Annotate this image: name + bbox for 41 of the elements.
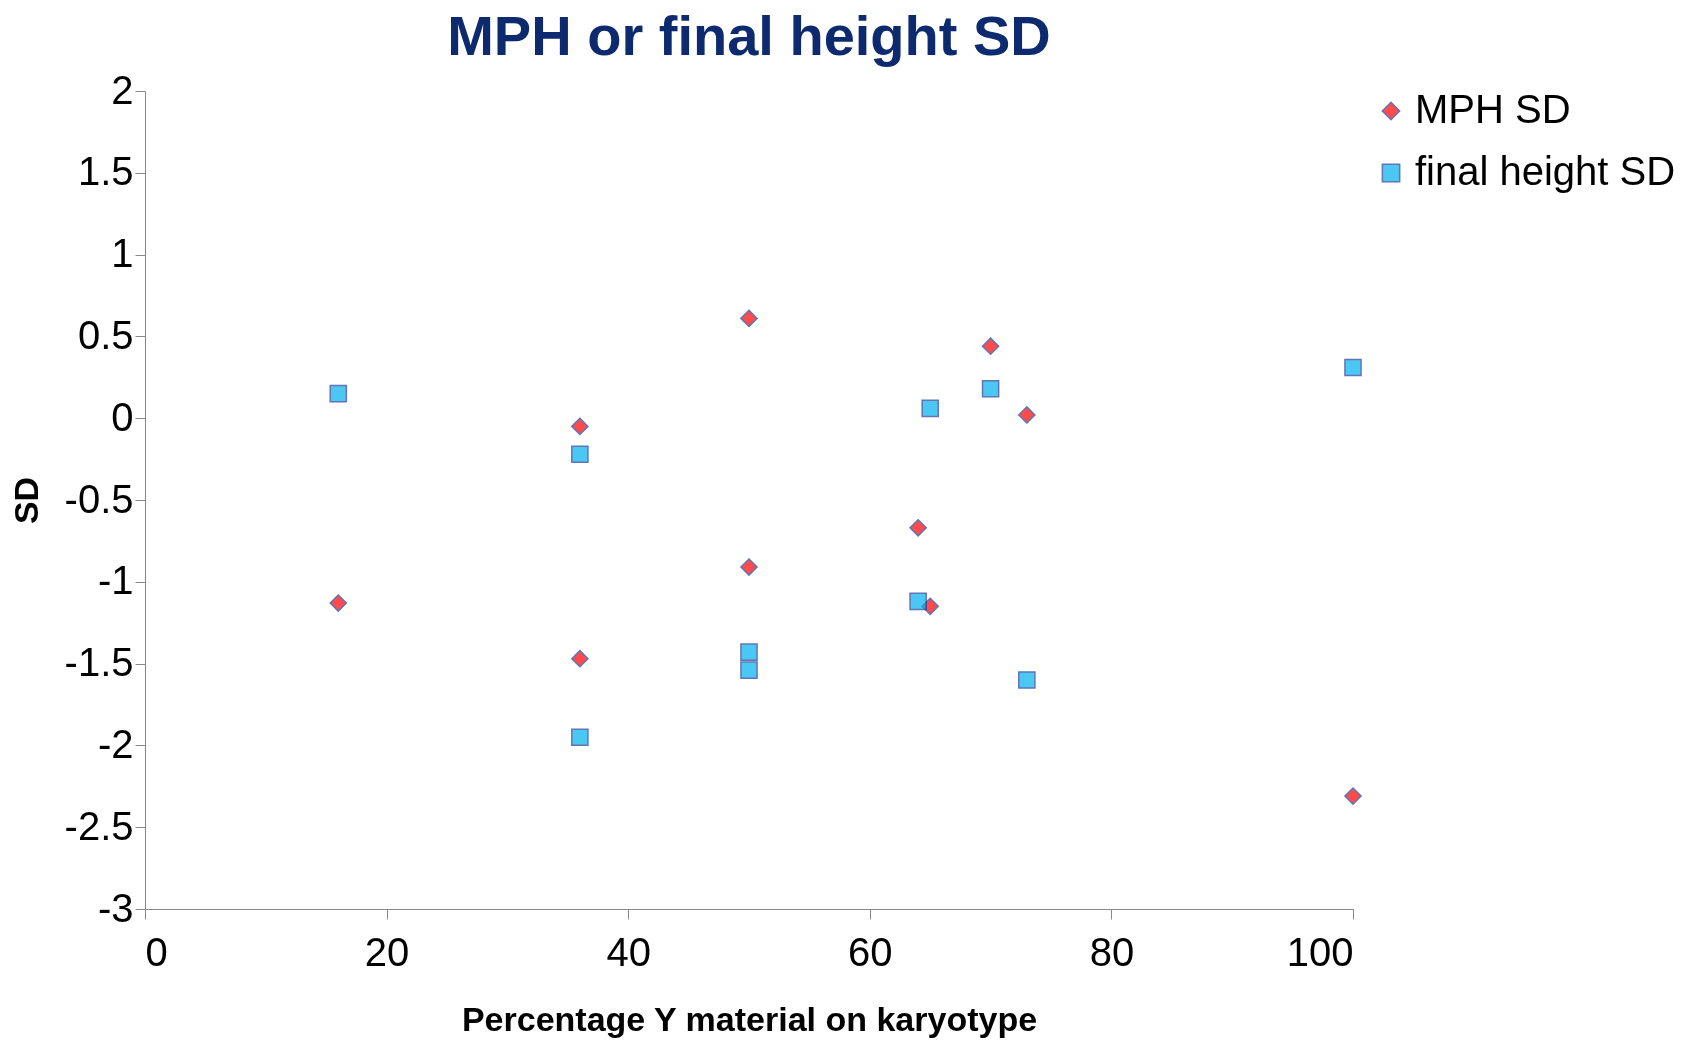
point xyxy=(909,592,927,611)
y-tick-label: 1 xyxy=(111,231,134,276)
point xyxy=(740,558,758,576)
point xyxy=(1018,406,1036,424)
point xyxy=(1344,358,1362,377)
y-tick-label: -3 xyxy=(97,885,134,930)
legend-label: MPH SD xyxy=(1415,87,1571,131)
point xyxy=(571,445,589,463)
x-tick-label: 0 xyxy=(145,929,168,974)
y-tick-label: -2.5 xyxy=(64,803,134,848)
point xyxy=(909,519,927,537)
point xyxy=(981,379,1000,398)
point xyxy=(571,728,589,747)
y-axis-title: SD xyxy=(6,476,45,525)
point xyxy=(329,384,348,403)
point xyxy=(1344,787,1362,805)
x-tick-label: 100 xyxy=(1286,929,1354,974)
point xyxy=(329,594,348,612)
y-tick-label: -1 xyxy=(97,558,134,603)
point xyxy=(740,309,758,328)
y-tick-label: -0.5 xyxy=(64,476,134,521)
x-tick-label: 60 xyxy=(848,929,893,974)
x-tick-label: 20 xyxy=(364,929,410,974)
y-tick-label: 0 xyxy=(111,394,134,439)
y-tick-label: -1.5 xyxy=(64,640,134,685)
x-tick-label: 40 xyxy=(606,929,651,974)
x-tick-label: 80 xyxy=(1089,929,1135,974)
point xyxy=(571,417,589,436)
legend-label: final height SD xyxy=(1415,149,1676,193)
y-tick-label: 0.5 xyxy=(77,312,134,357)
y-tick-label: 2 xyxy=(111,67,134,112)
point xyxy=(921,399,940,418)
point xyxy=(1018,671,1036,689)
point xyxy=(981,337,1000,356)
y-tick-label: 1.5 xyxy=(77,149,134,194)
x-axis-title: Percentage Y material on karyotype xyxy=(461,999,1038,1038)
point xyxy=(740,661,758,679)
y-tick-label: -2 xyxy=(97,721,134,766)
point xyxy=(740,643,758,661)
point xyxy=(571,649,589,668)
chart-title: MPH or final height SD xyxy=(447,4,1051,67)
